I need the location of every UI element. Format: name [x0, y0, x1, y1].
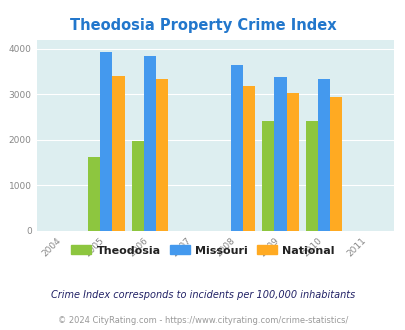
Bar [112, 76, 124, 231]
Bar [88, 157, 100, 231]
Bar [156, 79, 168, 231]
Bar [100, 52, 112, 231]
Text: Theodosia Property Crime Index: Theodosia Property Crime Index [70, 18, 335, 33]
Bar [305, 121, 317, 231]
Bar [131, 141, 143, 231]
Bar [329, 97, 341, 231]
Legend: Theodosia, Missouri, National: Theodosia, Missouri, National [66, 241, 339, 260]
Bar [243, 85, 255, 231]
Text: Crime Index corresponds to incidents per 100,000 inhabitants: Crime Index corresponds to incidents per… [51, 290, 354, 300]
Bar [143, 56, 156, 231]
Bar [262, 121, 274, 231]
Bar [317, 79, 329, 231]
Bar [274, 77, 286, 231]
Text: © 2024 CityRating.com - https://www.cityrating.com/crime-statistics/: © 2024 CityRating.com - https://www.city… [58, 315, 347, 325]
Bar [286, 93, 298, 231]
Bar [230, 65, 243, 231]
